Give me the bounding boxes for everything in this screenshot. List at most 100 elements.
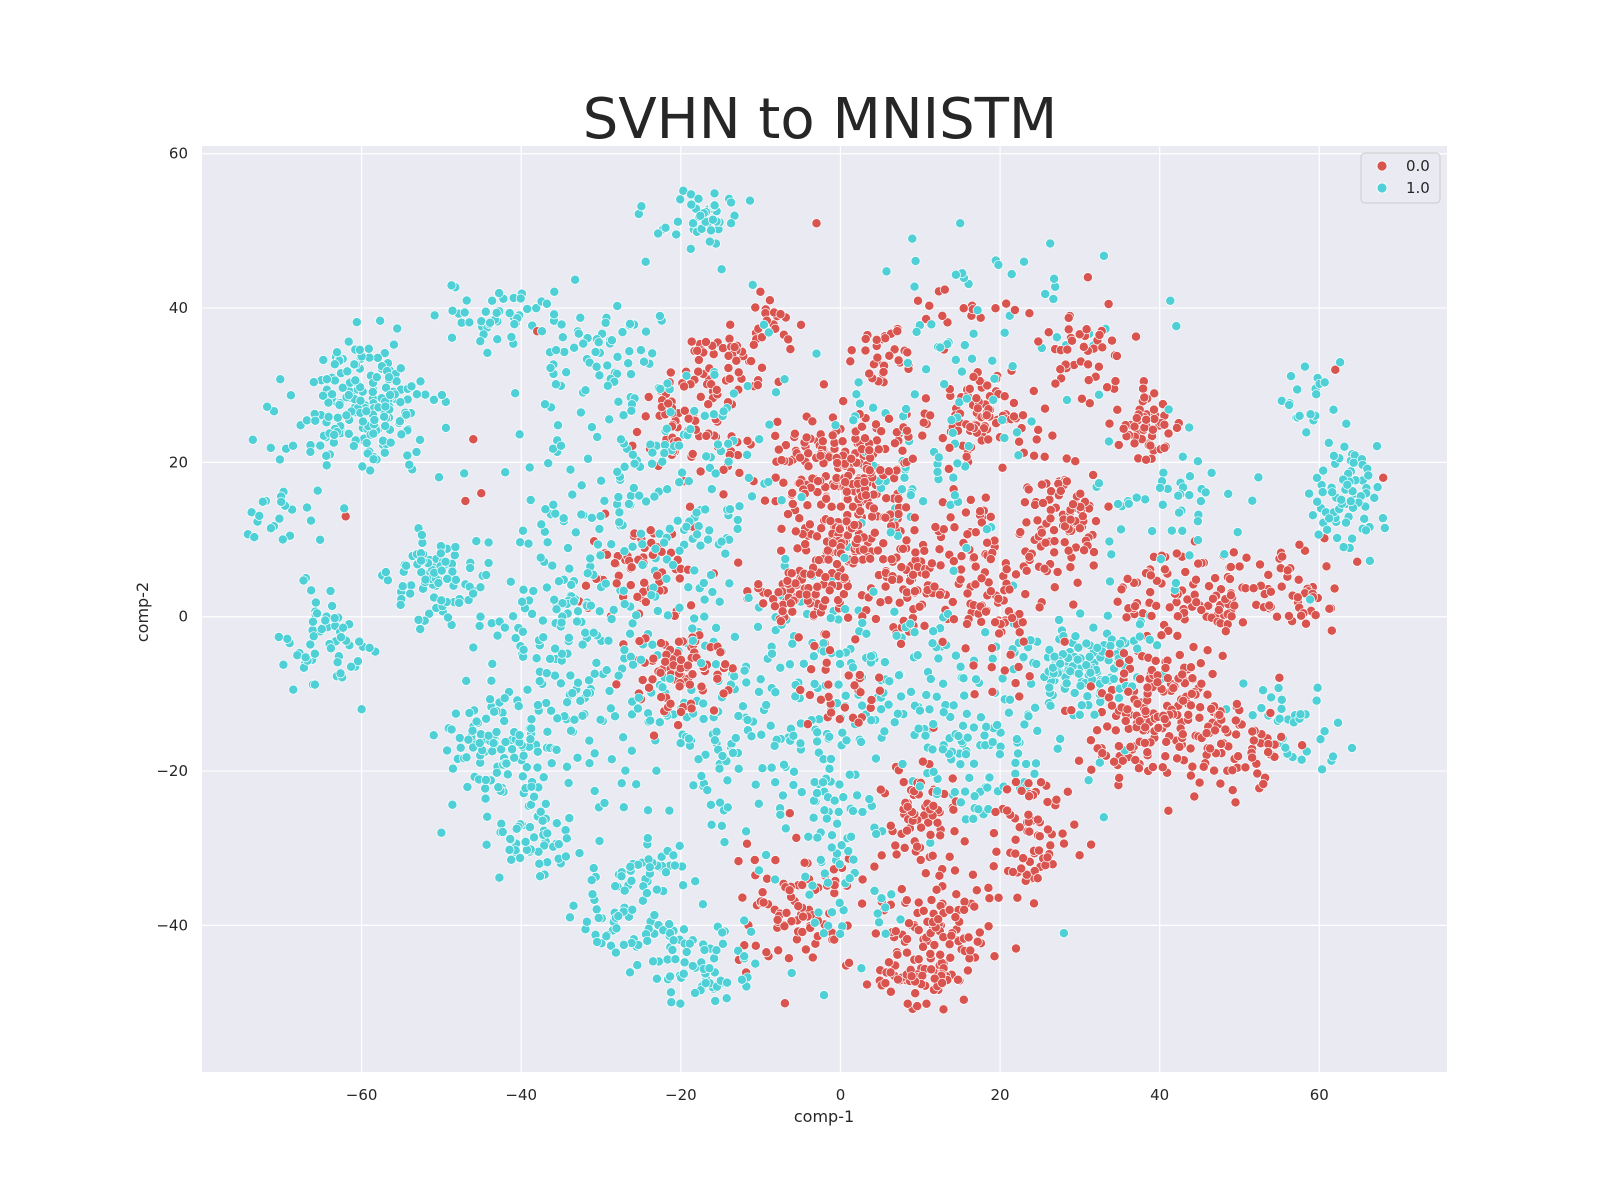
data-point-series-1 (1223, 488, 1234, 499)
data-point-series-0 (1118, 648, 1129, 659)
data-point-series-0 (1042, 797, 1053, 807)
data-point-series-1 (249, 532, 260, 543)
data-point-series-0 (1231, 729, 1242, 740)
data-point-series-1 (758, 319, 769, 330)
data-point-series-1 (585, 553, 596, 564)
data-point-series-0 (1049, 525, 1059, 536)
data-point-series-1 (603, 635, 614, 646)
data-point-series-0 (758, 598, 769, 609)
data-point-series-0 (815, 450, 826, 461)
data-point-series-0 (909, 586, 920, 597)
data-point-series-0 (798, 911, 808, 922)
data-point-series-1 (1369, 492, 1380, 503)
data-point-series-0 (787, 488, 798, 498)
data-point-series-1 (563, 632, 574, 643)
data-point-series-0 (1276, 731, 1287, 742)
data-point-series-1 (1238, 678, 1249, 689)
data-point-series-0 (1084, 398, 1095, 409)
data-point-series-1 (1031, 659, 1042, 669)
data-point-series-1 (464, 317, 475, 328)
data-point-series-1 (844, 873, 855, 884)
data-point-series-0 (1210, 573, 1221, 584)
data-point-series-1 (1296, 754, 1307, 765)
data-point-series-1 (846, 831, 857, 842)
data-point-series-0 (887, 574, 898, 585)
data-point-series-0 (945, 952, 956, 963)
data-point-series-1 (514, 429, 525, 440)
data-point-series-1 (935, 342, 946, 353)
data-point-series-1 (736, 974, 747, 985)
data-point-series-0 (883, 466, 894, 477)
data-point-series-1 (811, 348, 822, 359)
data-point-series-1 (1192, 516, 1203, 527)
data-point-series-1 (558, 513, 569, 524)
data-point-series-1 (833, 806, 844, 817)
data-point-series-0 (1072, 577, 1083, 588)
data-point-series-1 (1072, 654, 1083, 665)
data-point-series-1 (646, 590, 657, 601)
data-point-series-1 (483, 730, 494, 741)
data-point-series-1 (852, 790, 863, 801)
data-point-series-1 (481, 713, 492, 724)
data-point-series-0 (1106, 700, 1117, 711)
data-point-series-1 (480, 306, 491, 317)
data-point-series-0 (1225, 590, 1236, 601)
data-point-series-1 (572, 752, 583, 763)
data-point-series-0 (783, 509, 793, 520)
data-point-series-0 (1177, 669, 1188, 680)
data-point-series-0 (874, 672, 885, 683)
data-point-series-1 (705, 799, 716, 810)
data-point-series-1 (416, 567, 427, 578)
data-point-series-1 (959, 340, 970, 351)
data-point-series-1 (615, 434, 626, 445)
data-point-series-1 (485, 694, 496, 705)
data-point-series-1 (538, 632, 549, 643)
data-point-series-0 (913, 897, 924, 908)
data-point-series-0 (1017, 617, 1028, 628)
data-point-series-0 (849, 680, 860, 691)
data-point-series-1 (568, 900, 579, 911)
data-point-series-1 (321, 374, 332, 385)
data-point-series-1 (1011, 734, 1022, 745)
data-point-series-1 (505, 834, 516, 844)
data-point-series-1 (1305, 409, 1316, 420)
data-point-series-1 (718, 406, 729, 417)
data-point-series-1 (809, 777, 820, 788)
data-point-series-0 (692, 345, 703, 356)
data-point-series-0 (1032, 873, 1043, 884)
data-point-series-1 (332, 412, 343, 423)
data-point-series-1 (637, 560, 648, 570)
data-point-series-1 (761, 850, 772, 860)
data-point-series-1 (1104, 536, 1115, 547)
data-point-series-1 (948, 472, 959, 483)
data-point-series-0 (755, 286, 766, 297)
data-point-series-0 (875, 465, 886, 476)
data-point-series-0 (1067, 335, 1077, 346)
data-point-series-0 (647, 674, 658, 685)
data-point-series-0 (655, 667, 666, 678)
data-point-series-0 (859, 477, 870, 487)
data-point-series-0 (1225, 562, 1236, 572)
data-point-series-0 (785, 344, 796, 355)
data-point-series-1 (809, 678, 820, 689)
data-point-series-0 (1051, 794, 1062, 805)
data-point-series-1 (520, 836, 531, 847)
data-point-series-1 (532, 762, 543, 773)
data-point-series-1 (876, 704, 887, 715)
data-point-series-1 (739, 951, 750, 962)
data-point-series-0 (1237, 617, 1248, 628)
data-point-series-1 (787, 638, 798, 649)
data-point-series-1 (1359, 513, 1370, 524)
data-point-series-1 (570, 274, 581, 285)
data-point-series-1 (588, 627, 599, 638)
data-point-series-0 (985, 554, 996, 565)
data-point-series-1 (365, 465, 376, 476)
data-point-series-1 (1082, 691, 1093, 702)
data-point-series-1 (856, 963, 867, 974)
data-point-series-0 (968, 660, 979, 671)
data-point-series-0 (917, 756, 928, 767)
data-point-series-0 (1061, 476, 1072, 487)
data-point-series-0 (920, 569, 931, 580)
data-point-series-1 (726, 197, 737, 208)
data-point-series-1 (1311, 472, 1322, 483)
